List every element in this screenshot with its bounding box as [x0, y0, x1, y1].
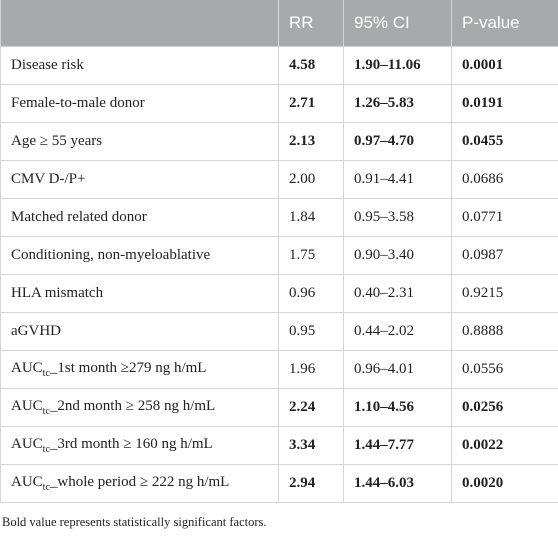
label-text: Conditioning, non-myeloablative — [11, 247, 211, 263]
cell-rr: 2.24 — [278, 388, 344, 427]
cell-rr: 2.13 — [278, 122, 344, 161]
table-row: HLA mismatch 0.96 0.40–2.31 0.9215 — [0, 274, 558, 313]
row-label: AUCtc_whole period ≥ 222 ng h/mL — [0, 464, 279, 503]
label-text: Age ≥ 55 years — [11, 133, 103, 149]
label-subscript: tc — [42, 482, 50, 493]
table-row: AUCtc_1st month ≥279 ng h/mL 1.96 0.96–4.0… — [0, 350, 558, 389]
table-row: AUCtc_2nd month ≥ 258 ng h/mL 2.24 1.10–4.… — [0, 388, 558, 427]
label-rest: _2nd month ≥ 258 ng h/mL — [49, 398, 216, 414]
cell-ci: 0.44–2.02 — [343, 312, 452, 351]
label-rest: _whole period ≥ 222 ng h/mL — [49, 474, 230, 490]
table-row: Matched related donor 1.84 0.95–3.58 0.0771 — [0, 198, 558, 237]
label-subscript: tc — [42, 444, 50, 455]
cell-p: 0.0256 — [451, 388, 558, 427]
cell-rr: 1.75 — [278, 236, 344, 275]
label-text: CMV D-/P+ — [11, 171, 86, 187]
label-text: AUC — [11, 398, 43, 414]
table-row: CMV D-/P+ 2.00 0.91–4.41 0.0686 — [0, 160, 558, 199]
cell-p: 0.0686 — [451, 160, 558, 199]
label-rest: _3rd month ≥ 160 ng h/mL — [49, 436, 213, 452]
header-cell: P-value — [451, 0, 558, 47]
cell-ci: 1.10–4.56 — [343, 388, 452, 427]
cell-p: 0.0001 — [451, 46, 558, 85]
footnote: Bold value represents statistically sign… — [2, 515, 267, 529]
table-row: Female-to-male donor 2.71 1.26–5.83 0.0191 — [0, 84, 558, 123]
row-label: Age ≥ 55 years — [0, 122, 279, 161]
cell-ci: 0.95–3.58 — [343, 198, 452, 237]
row-label: CMV D-/P+ — [0, 160, 279, 199]
label-text: aGVHD — [11, 323, 61, 339]
cell-rr: 4.58 — [278, 46, 344, 85]
cell-rr: 1.96 — [278, 350, 344, 389]
label-text: AUC — [11, 474, 43, 490]
cell-rr: 2.71 — [278, 84, 344, 123]
row-label: Disease risk — [0, 46, 279, 85]
results-table: RR 95% CI P-value Disease risk 4.58 1.90–11.… — [0, 0, 558, 503]
cell-rr: 2.94 — [278, 464, 344, 503]
table-row: Age ≥ 55 years 2.13 0.97–4.70 0.0455 — [0, 122, 558, 161]
cell-p: 0.0771 — [451, 198, 558, 237]
cell-rr: 3.34 — [278, 426, 344, 465]
row-label: Conditioning, non-myeloablative — [0, 236, 279, 275]
cell-ci: 1.90–11.06 — [343, 46, 452, 85]
cell-ci: 0.97–4.70 — [343, 122, 452, 161]
table-row: AUCtc_whole period ≥ 222 ng h/mL 2.94 1.44… — [0, 464, 558, 503]
header-cell: 95% CI — [343, 0, 452, 47]
cell-rr: 2.00 — [278, 160, 344, 199]
row-label: aGVHD — [0, 312, 279, 351]
label-text: Female-to-male donor — [11, 95, 145, 111]
cell-p: 0.0022 — [451, 426, 558, 465]
table-row: aGVHD 0.95 0.44–2.02 0.8888 — [0, 312, 558, 351]
cell-rr: 1.84 — [278, 198, 344, 237]
label-text: AUC — [11, 436, 43, 452]
table-body: Disease risk 4.58 1.90–11.06 0.0001 Female-t… — [0, 46, 558, 503]
table-row: Disease risk 4.58 1.90–11.06 0.0001 — [0, 46, 558, 85]
label-rest: _1st month ≥279 ng h/mL — [49, 360, 207, 376]
table-row: Conditioning, non-myeloablative 1.75 0.90–… — [0, 236, 558, 275]
label-subscript: tc — [42, 406, 50, 417]
label-text: Disease risk — [11, 57, 84, 73]
label-text: HLA mismatch — [11, 285, 104, 301]
header-cell — [0, 0, 279, 47]
cell-rr: 0.95 — [278, 312, 344, 351]
cell-ci: 1.44–6.03 — [343, 464, 452, 503]
cell-p: 0.0191 — [451, 84, 558, 123]
cell-ci: 1.44–7.77 — [343, 426, 452, 465]
label-subscript: tc — [42, 368, 50, 379]
row-label: HLA mismatch — [0, 274, 279, 313]
label-text: Matched related donor — [11, 209, 147, 225]
row-label: AUCtc_2nd month ≥ 258 ng h/mL — [0, 388, 279, 427]
label-text: AUC — [11, 360, 43, 376]
cell-p: 0.9215 — [451, 274, 558, 313]
row-label: AUCtc_3rd month ≥ 160 ng h/mL — [0, 426, 279, 465]
table-row: AUCtc_3rd month ≥ 160 ng h/mL 3.34 1.44–7.… — [0, 426, 558, 465]
row-label: AUCtc_1st month ≥279 ng h/mL — [0, 350, 279, 389]
row-label: Matched related donor — [0, 198, 279, 237]
cell-p: 0.8888 — [451, 312, 558, 351]
cell-p: 0.0455 — [451, 122, 558, 161]
header-cell: RR — [278, 0, 344, 47]
cell-ci: 0.40–2.31 — [343, 274, 452, 313]
header-row: RR 95% CI P-value — [0, 0, 558, 47]
row-label: Female-to-male donor — [0, 84, 279, 123]
cell-rr: 0.96 — [278, 274, 344, 313]
cell-ci: 0.96–4.01 — [343, 350, 452, 389]
cell-p: 0.0987 — [451, 236, 558, 275]
cell-ci: 0.90–3.40 — [343, 236, 452, 275]
cell-ci: 1.26–5.83 — [343, 84, 452, 123]
cell-ci: 0.91–4.41 — [343, 160, 452, 199]
cell-p: 0.0556 — [451, 350, 558, 389]
cell-p: 0.0020 — [451, 464, 558, 503]
